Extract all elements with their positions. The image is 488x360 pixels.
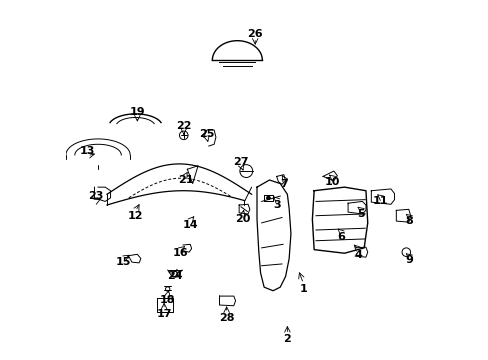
Text: 4: 4	[354, 250, 362, 260]
Text: 10: 10	[324, 177, 339, 187]
Text: 16: 16	[172, 248, 187, 258]
Text: 1: 1	[299, 284, 306, 294]
Text: 5: 5	[356, 209, 364, 219]
Text: 11: 11	[372, 197, 387, 206]
Text: 21: 21	[178, 175, 193, 185]
Text: 25: 25	[199, 129, 214, 139]
Text: 23: 23	[88, 191, 104, 201]
Text: 13: 13	[80, 147, 95, 157]
Text: 20: 20	[235, 214, 250, 224]
Text: 7: 7	[279, 179, 287, 189]
Text: 19: 19	[129, 107, 145, 117]
Text: 27: 27	[233, 157, 248, 167]
Text: 28: 28	[219, 312, 234, 323]
Text: 26: 26	[247, 28, 263, 39]
Text: 8: 8	[404, 216, 412, 226]
Text: 22: 22	[176, 121, 191, 131]
Text: 3: 3	[272, 200, 280, 210]
Text: 14: 14	[183, 220, 198, 230]
Text: 2: 2	[283, 334, 291, 344]
Circle shape	[266, 196, 270, 200]
Text: 24: 24	[167, 271, 183, 282]
Text: 6: 6	[336, 232, 344, 242]
Text: 17: 17	[156, 309, 171, 319]
Text: 9: 9	[404, 255, 412, 265]
Text: 15: 15	[115, 257, 130, 267]
Text: 12: 12	[127, 211, 143, 221]
Text: 18: 18	[160, 295, 175, 305]
